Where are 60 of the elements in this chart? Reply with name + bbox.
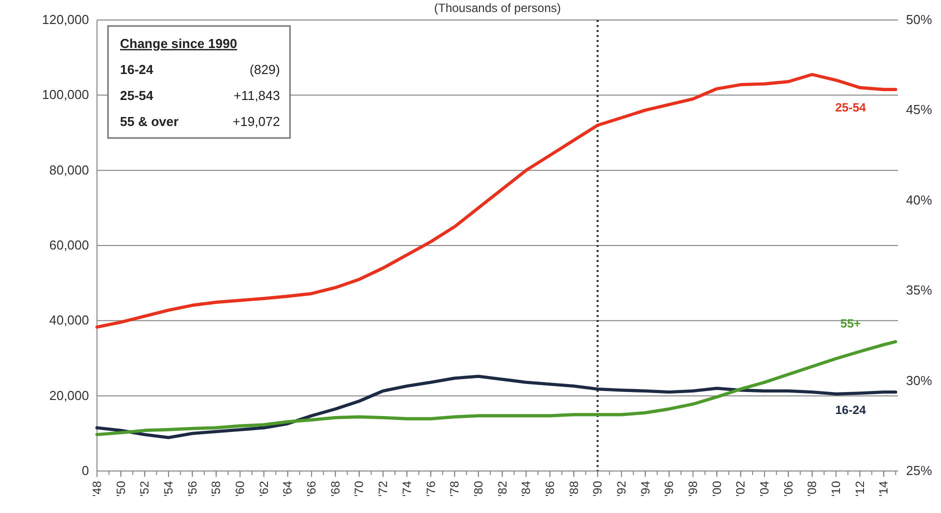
y-tick-label: 120,000	[42, 12, 89, 27]
annotation: (829)	[250, 62, 280, 77]
annotation: 55 & over	[120, 114, 179, 129]
y-tick-label: 100,000	[42, 87, 89, 102]
y2-tick-label: 30%	[906, 372, 932, 388]
x-tick-label: '66	[304, 480, 319, 497]
x-tick-label: '58	[209, 480, 224, 497]
x-tick-label: '52	[138, 480, 152, 497]
annotation: 16-24	[120, 62, 154, 77]
x-tick-label: '84	[519, 480, 534, 497]
x-tick-label: '10	[829, 480, 844, 497]
y2-tick-label: 35%	[906, 282, 932, 298]
x-tick-label: '08	[805, 480, 820, 497]
x-tick-label: '68	[328, 480, 342, 497]
series-label: 16-24	[835, 403, 866, 418]
chart-subtitle: (Thousands of persons)	[434, 1, 561, 15]
x-tick-label: '92	[614, 480, 628, 497]
series-label: 25-54	[835, 100, 866, 115]
annotation: +19,072	[232, 114, 280, 129]
x-tick-label: '60	[233, 480, 248, 497]
x-tick-label: '96	[662, 480, 676, 497]
x-tick-label: '78	[448, 480, 462, 497]
x-tick-label: '50	[114, 480, 128, 497]
y2-tick-label: 40%	[906, 192, 932, 208]
x-tick-label: '98	[686, 480, 700, 497]
x-tick-label: '12	[852, 480, 867, 497]
annotation: 25-54	[120, 88, 154, 103]
x-tick-label: '62	[256, 480, 271, 497]
x-tick-label: '74	[400, 480, 414, 497]
y-tick-label: 20,000	[49, 388, 89, 403]
x-tick-label: '80	[471, 480, 486, 497]
x-tick-label: '54	[162, 480, 176, 497]
series-label: 55+	[840, 316, 861, 331]
x-tick-label: '56	[185, 480, 200, 497]
x-tick-label: '14	[876, 480, 891, 497]
x-tick-label: '94	[638, 480, 652, 497]
x-tick-label: '02	[734, 480, 748, 497]
x-tick-label: '04	[758, 480, 772, 497]
y-tick-label: 60,000	[49, 238, 89, 252]
y2-tick-label: 50%	[906, 12, 932, 27]
line-series	[95, 374, 898, 440]
y2-tick-label: 45%	[906, 102, 932, 118]
x-tick-label: '88	[566, 480, 581, 497]
y-tick-label: 80,000	[49, 162, 89, 178]
x-tick-label: '86	[542, 480, 557, 497]
line-series	[95, 340, 898, 436]
x-tick-label: '82	[495, 480, 510, 497]
x-tick-label: '48	[90, 480, 104, 497]
x-tick-label: '00	[710, 480, 724, 497]
x-tick-label: '90	[590, 480, 605, 497]
y-tick-label: 0	[82, 463, 89, 478]
x-tick-label: '64	[280, 480, 295, 497]
x-tick-label: '70	[352, 480, 366, 497]
x-tick-label: '76	[424, 480, 438, 497]
y2-tick-label: 25%	[906, 463, 932, 478]
annotation: Change since 1990	[120, 36, 238, 51]
x-tick-label: '06	[781, 480, 796, 497]
annotation: +11,843	[234, 88, 280, 103]
y-tick-label: 40,000	[49, 312, 89, 328]
x-tick-label: '72	[376, 480, 390, 497]
